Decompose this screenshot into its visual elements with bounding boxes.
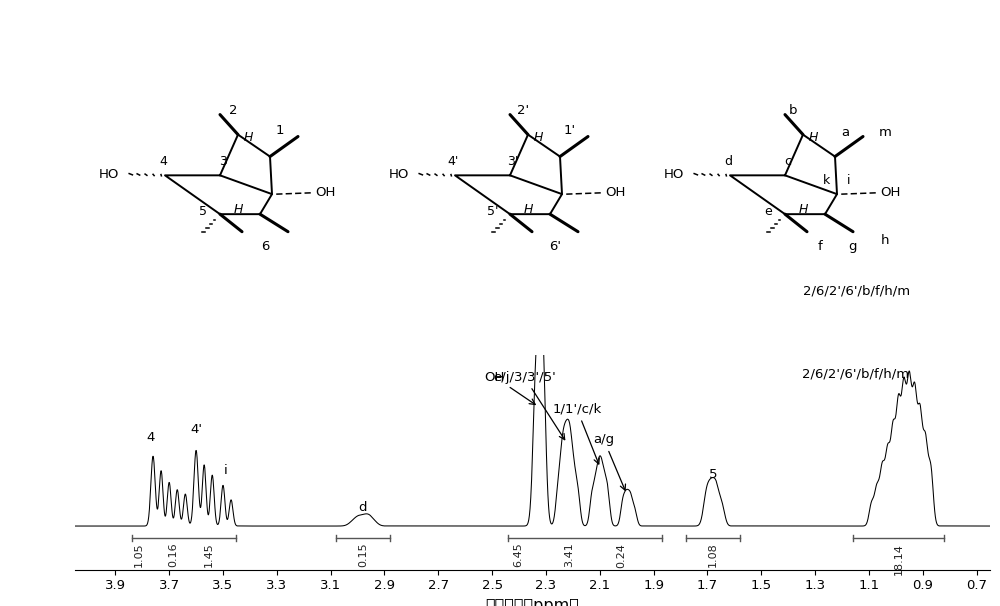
Text: 3: 3 [219, 155, 227, 168]
Text: d: d [359, 501, 367, 514]
Text: 1/1'/c/k: 1/1'/c/k [552, 402, 602, 464]
Text: 4': 4' [190, 423, 202, 436]
Text: H: H [798, 202, 808, 216]
Text: k: k [823, 173, 831, 187]
Text: 5': 5' [487, 205, 499, 218]
Text: 1: 1 [276, 124, 284, 136]
Text: 5: 5 [199, 205, 207, 218]
Text: 6': 6' [549, 241, 561, 253]
Text: OH: OH [315, 187, 335, 199]
Text: 3': 3' [507, 155, 519, 168]
Text: 1.08: 1.08 [708, 543, 718, 567]
Text: HO: HO [664, 168, 684, 181]
Text: 5: 5 [709, 468, 717, 481]
Text: H: H [243, 132, 253, 144]
Text: 2': 2' [517, 104, 529, 117]
Text: h: h [881, 234, 889, 247]
Text: 4': 4' [447, 155, 459, 168]
Text: 18.14: 18.14 [894, 543, 904, 574]
Text: 1.05: 1.05 [134, 543, 144, 567]
Text: 3.41: 3.41 [565, 543, 575, 567]
Text: 2/6/2'/6'/b/f/h/m: 2/6/2'/6'/b/f/h/m [803, 285, 910, 298]
X-axis label: 化学位移（ppm）: 化学位移（ppm） [486, 598, 579, 606]
Text: i: i [847, 173, 851, 187]
Text: 6: 6 [261, 241, 269, 253]
Text: OH: OH [605, 187, 625, 199]
Text: f: f [818, 241, 822, 253]
Text: 0.15: 0.15 [358, 543, 368, 567]
Text: HO: HO [99, 168, 119, 181]
Text: 4: 4 [146, 431, 155, 444]
Text: m: m [879, 126, 891, 139]
Text: H: H [533, 132, 543, 144]
Text: 2: 2 [229, 104, 237, 117]
Text: 4: 4 [159, 155, 167, 168]
Text: 1.45: 1.45 [203, 543, 213, 567]
Text: H: H [808, 132, 818, 144]
Text: 0.16: 0.16 [168, 543, 178, 567]
Text: c: c [784, 155, 792, 168]
Text: 0.24: 0.24 [616, 543, 626, 568]
Text: a/g: a/g [593, 433, 625, 490]
Text: e: e [764, 205, 772, 218]
Text: b: b [789, 104, 797, 117]
Text: i: i [224, 464, 228, 476]
Text: OH: OH [485, 371, 535, 404]
Text: e/j/3/3'/5': e/j/3/3'/5' [493, 371, 565, 440]
Text: 2/6/2'/6'/b/f/h/m: 2/6/2'/6'/b/f/h/m [802, 368, 909, 381]
Text: 1': 1' [564, 124, 576, 136]
Text: a: a [841, 126, 849, 139]
Text: g: g [849, 241, 857, 253]
Text: 6.45: 6.45 [514, 543, 524, 567]
Text: OH: OH [880, 187, 900, 199]
Text: HO: HO [389, 168, 409, 181]
Text: H: H [233, 202, 243, 216]
Text: d: d [724, 155, 732, 168]
Text: H: H [523, 202, 533, 216]
